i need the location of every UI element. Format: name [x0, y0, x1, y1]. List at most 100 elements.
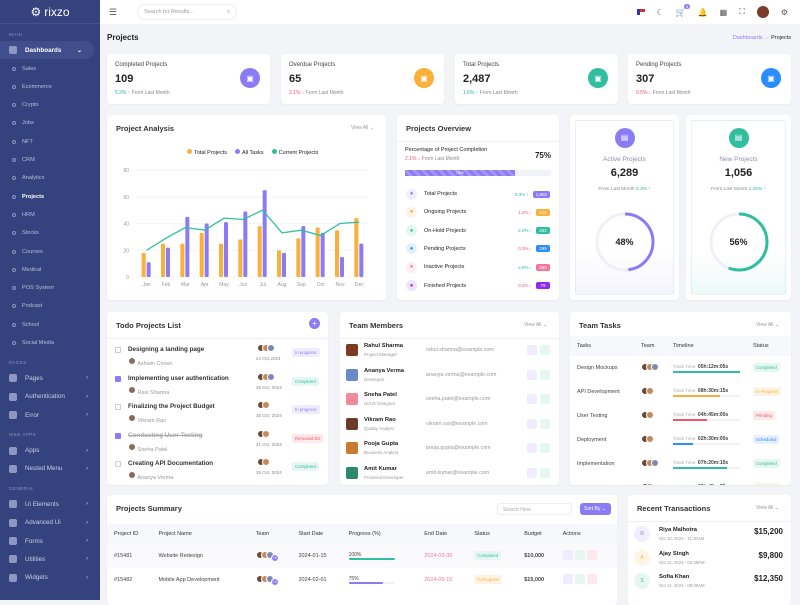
- cart-icon[interactable]: 🛒 5: [675, 3, 690, 17]
- widgets-icon: [9, 573, 17, 582]
- legend-item[interactable]: All Tasks: [235, 149, 264, 156]
- sidebar-item-pages[interactable]: Pages ›: [0, 369, 100, 387]
- overview-row: ● Ongoing Projects 1.2% ↓ 214: [406, 206, 550, 218]
- sidebar-item-utilities[interactable]: Utilities ›: [0, 550, 100, 568]
- sidebar-subitem-ecommerce[interactable]: Ecommerce: [0, 78, 100, 96]
- view-all-dropdown[interactable]: View All ⌄: [523, 322, 547, 328]
- view-icon[interactable]: [527, 369, 537, 380]
- sidebar-subitem-projects[interactable]: Projects: [0, 187, 100, 205]
- stat-change: 1.25%: [748, 187, 763, 192]
- sidebar-item-apps[interactable]: Apps ›: [0, 441, 100, 459]
- flag-icon[interactable]: [636, 9, 645, 15]
- chart-legend: Total Projects All Tasks Current Projects: [187, 149, 318, 156]
- view-icon[interactable]: [562, 550, 573, 560]
- sidebar-item-authentication[interactable]: Authentication ›: [0, 388, 100, 406]
- stat-value: 1,056: [724, 167, 753, 179]
- sidebar-subitem-medical[interactable]: Medical: [0, 261, 100, 279]
- project-analysis-card: Project Analysis View All ⌄ Total Projec…: [107, 115, 386, 300]
- sidebar-item-advanced-ui[interactable]: Advanced Ui ›: [0, 513, 100, 531]
- sidebar-subitem-podcast[interactable]: Podcast: [0, 297, 100, 315]
- status-badge: In Progress: [753, 387, 782, 396]
- sidebar-item-widgets[interactable]: Widgets ›: [0, 569, 100, 587]
- sidebar-subitem-pos-system[interactable]: POS System: [0, 279, 100, 297]
- edit-icon[interactable]: [574, 550, 585, 560]
- sun-icon: ●: [406, 206, 417, 218]
- apps-icon: [9, 446, 17, 455]
- sidebar-subitem-social-media[interactable]: Social Media: [0, 334, 100, 352]
- sidebar-subitem-crypto[interactable]: Crypto: [0, 96, 100, 114]
- bar-all-tasks: [204, 223, 209, 277]
- edit-icon[interactable]: [540, 345, 550, 355]
- progress-ring: [595, 212, 654, 272]
- edit-icon[interactable]: [540, 467, 550, 478]
- notification-bell-icon[interactable]: 🔔: [697, 7, 708, 17]
- briefcase-icon: ▣: [414, 68, 434, 88]
- view-icon[interactable]: [527, 443, 537, 453]
- sidebar-subitem-school[interactable]: School: [0, 316, 100, 334]
- view-icon[interactable]: [527, 394, 537, 404]
- todo-checkbox[interactable]: [115, 347, 121, 353]
- task-name: Code Review: [570, 476, 634, 485]
- sidebar-item-dashboards[interactable]: Dashboards ⌄: [0, 41, 94, 60]
- edit-icon[interactable]: [540, 443, 550, 453]
- edit-icon[interactable]: [540, 394, 550, 404]
- overview-change: 1.2%: [518, 209, 529, 215]
- bar-total-projects: [161, 243, 165, 277]
- view-icon[interactable]: [527, 418, 537, 429]
- member-email: amit.kumar@example.com: [426, 469, 490, 476]
- view-icon[interactable]: [527, 345, 537, 355]
- task-name: Deployment: [577, 437, 607, 443]
- sidebar-subitem-sales[interactable]: Sales: [0, 59, 100, 77]
- dark-mode-icon[interactable]: ☾: [656, 7, 664, 17]
- settings-gear-icon[interactable]: ⚙: [780, 7, 788, 17]
- fullscreen-icon[interactable]: ⛶: [739, 7, 745, 16]
- overview-label: On-Hold Projects: [424, 227, 466, 234]
- sidebar-item-ui-elements[interactable]: Ui Elements ›: [0, 495, 100, 513]
- sidebar-subitem-stocks[interactable]: Stocks: [0, 224, 100, 242]
- sidebar-subitem-crm[interactable]: CRM: [0, 151, 100, 169]
- todo-checkbox[interactable]: [115, 432, 121, 439]
- sidebar-subitem-analytics[interactable]: Analytics: [0, 169, 100, 187]
- sidebar-subitem-courses[interactable]: Courses: [0, 242, 100, 260]
- sidebar-item-nested-menu[interactable]: Nested Menu ›: [0, 460, 100, 478]
- project-name: Mobile App Development: [158, 577, 220, 583]
- logo[interactable]: ⚙ rixzo: [0, 0, 100, 24]
- summary-search-input[interactable]: Search Here: [497, 503, 572, 515]
- avatar: [645, 387, 654, 395]
- edit-icon[interactable]: [540, 418, 550, 429]
- edit-icon[interactable]: [540, 369, 550, 380]
- todo-checkbox[interactable]: [115, 375, 121, 382]
- avatar: [262, 401, 270, 409]
- todo-checkbox[interactable]: [115, 404, 121, 410]
- apps-grid-icon[interactable]: ▦: [719, 7, 728, 17]
- menu-toggle-icon[interactable]: ☰: [109, 6, 118, 17]
- sidebar-subitem-nft[interactable]: NFT: [0, 133, 100, 151]
- user-avatar[interactable]: [756, 6, 769, 18]
- view-all-dropdown[interactable]: View All ⌄: [755, 505, 779, 511]
- view-all-dropdown[interactable]: View All ⌄: [755, 322, 779, 328]
- chevron-right-icon: ›: [86, 556, 88, 563]
- todo-checkbox[interactable]: [115, 461, 121, 467]
- sort-by-button[interactable]: Sort By ⌄: [580, 503, 611, 515]
- column-header: Start Date: [291, 524, 342, 544]
- circle-icon: [12, 103, 16, 108]
- legend-item[interactable]: Current Projects: [271, 149, 318, 156]
- circle-icon: [12, 231, 16, 236]
- sidebar-subitem-jobs[interactable]: Jobs: [0, 114, 100, 132]
- chevron-right-icon: ›: [86, 447, 88, 454]
- chevron-right-icon: ›: [86, 519, 88, 526]
- view-all-dropdown[interactable]: View All ⌄: [350, 125, 374, 131]
- delete-icon[interactable]: [586, 574, 597, 584]
- view-icon[interactable]: [562, 574, 573, 584]
- sidebar-subitem-hrm[interactable]: HRM: [0, 206, 100, 224]
- sidebar-item-error[interactable]: Error ›: [0, 406, 100, 424]
- sidebar-item-forms[interactable]: Forms ›: [0, 532, 100, 550]
- legend-item[interactable]: Total Projects: [187, 149, 227, 156]
- edit-icon[interactable]: [574, 574, 585, 584]
- breadcrumb-dashboards[interactable]: Dashboards: [732, 35, 763, 41]
- circle-icon: [12, 158, 16, 163]
- delete-icon[interactable]: [586, 550, 597, 560]
- search-input[interactable]: Search for Results... ⌕: [137, 4, 238, 20]
- view-icon[interactable]: [527, 467, 537, 478]
- add-todo-button[interactable]: +: [309, 318, 320, 329]
